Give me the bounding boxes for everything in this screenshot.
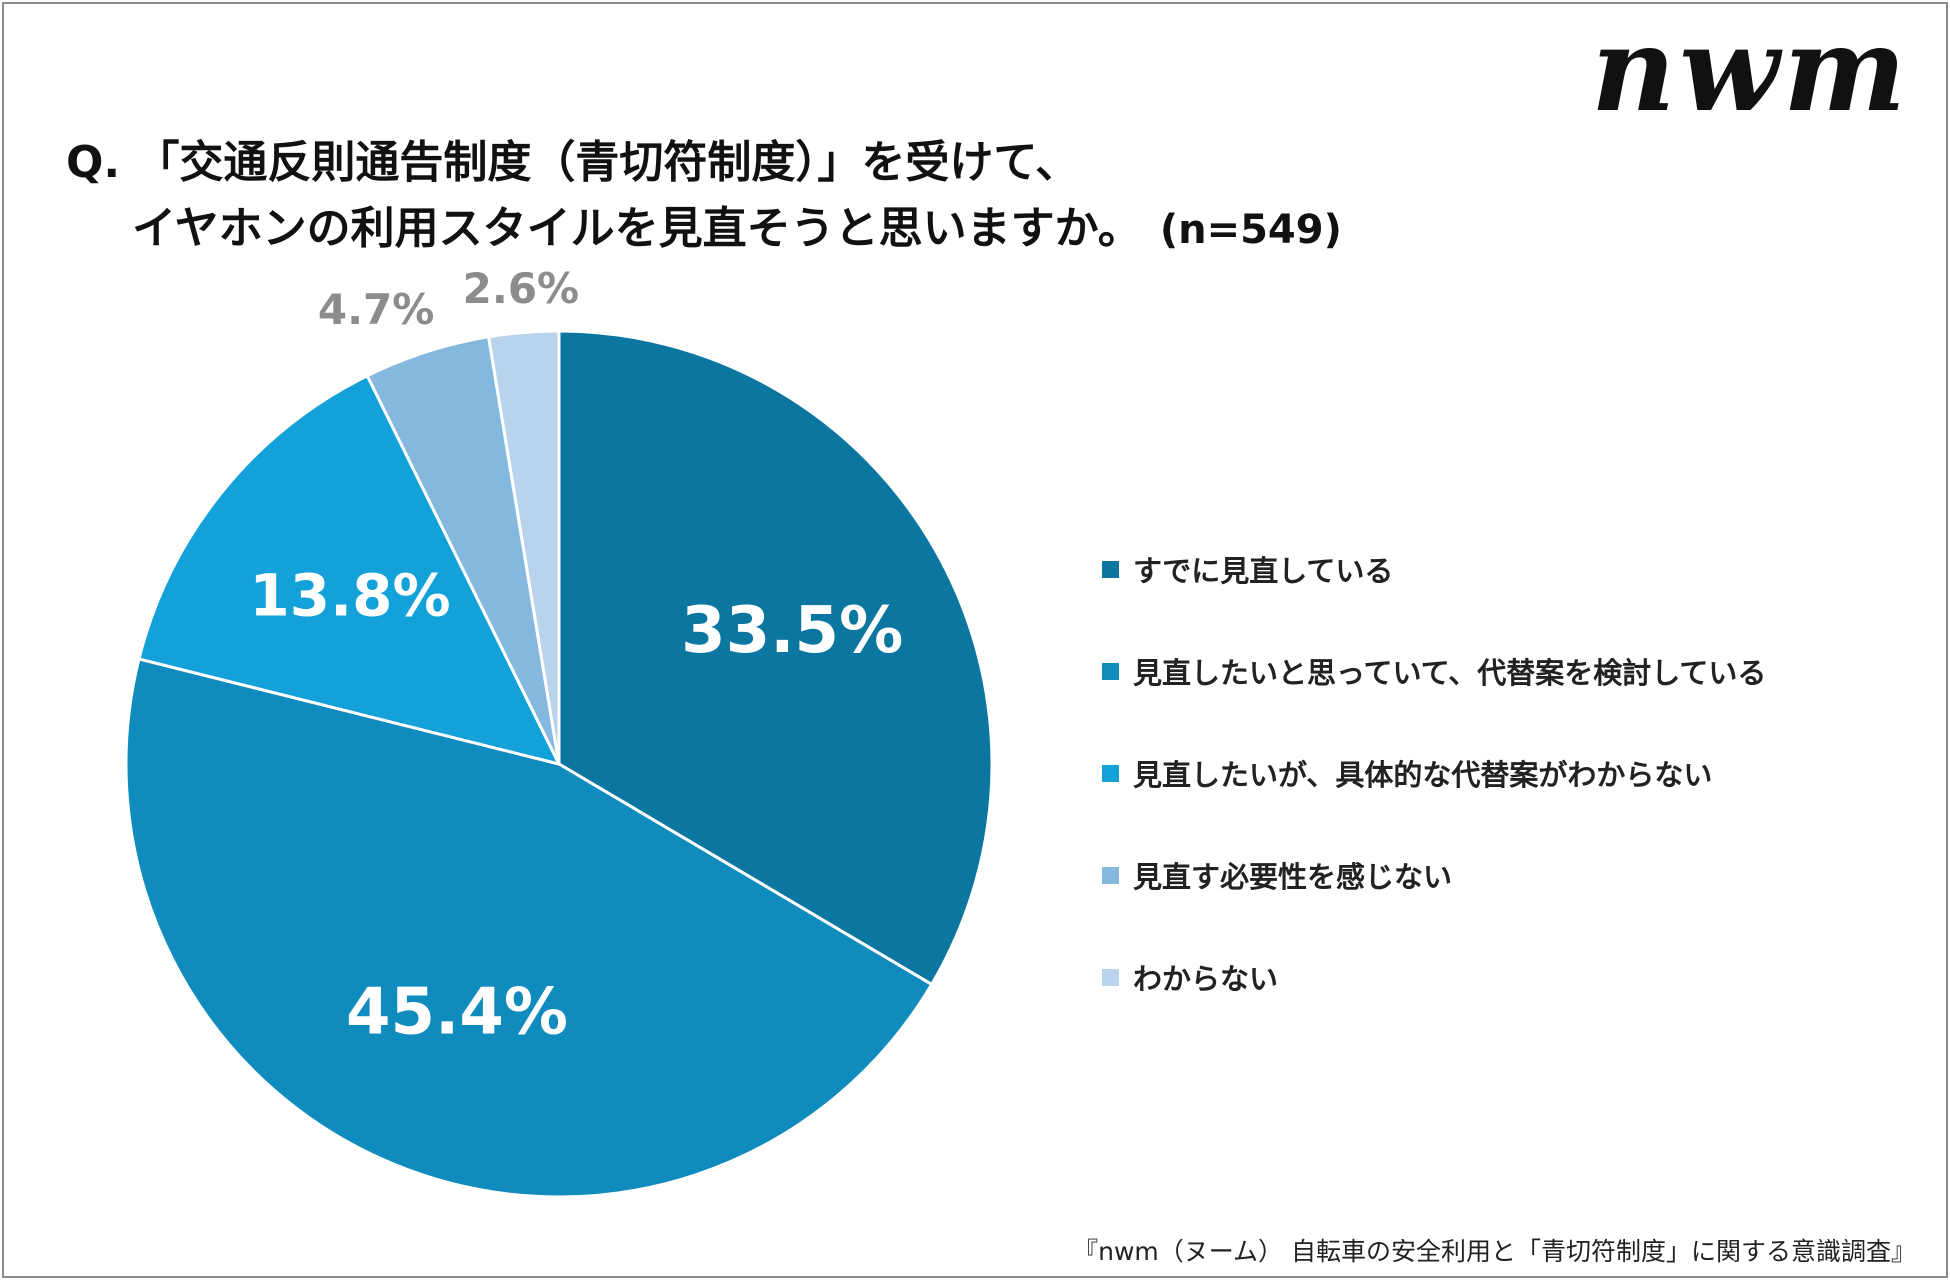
legend-item-4: 見直す必要性を感じない [1102,855,1766,895]
pie-slice-5 [486,329,561,765]
legend-item-5: わからない [1102,957,1766,997]
legend-swatch [1102,560,1119,578]
legend-label: 見直す必要性を感じない [1133,860,1453,894]
legend-swatch [1102,764,1119,782]
legend-label: わからない [1133,962,1279,996]
data-label-4: 4.7% [318,285,434,334]
pie-slice-3 [137,373,562,767]
legend-item-1: すでに見直している [1102,549,1766,589]
chart-title: Q. 「交通反則通告制度（青切符制度）」を受けて、 イヤホンの利用スタイルを見直… [66,130,1342,263]
brand-logo: nwm [1591,2,1910,138]
chart-legend: すでに見直している見直したいと思っていて、代替案を検討している 見直したいが、具体… [1102,549,1766,1059]
legend-label: 見直したいが、具体的な代替案がわからない [1133,758,1713,792]
legend-item-2: 見直したいと思っていて、代替案を検討している [1102,651,1766,691]
pie-chart: 33.5% 45.4% 13.8% 4.7% 2.6% [124,264,994,1199]
pie-slice-1 [557,329,994,987]
pie-slice-2 [124,657,934,1199]
data-label-5: 2.6% [463,264,579,313]
title-line-2-text: イヤホンの利用スタイルを見直そうと思いますか。 [132,203,1142,254]
sample-size: (n=549) [1159,207,1342,253]
legend-label: 見直したいと思っていて、代替案を検討している [1133,656,1767,690]
data-label-3: 13.8% [249,562,450,630]
title-line-1: Q. 「交通反則通告制度（青切符制度）」を受けて、 [66,137,1080,188]
legend-swatch [1102,662,1119,680]
legend-item-3: 見直したいが、具体的な代替案がわからない [1102,753,1766,793]
legend-swatch [1102,866,1119,884]
legend-swatch [1102,968,1119,986]
data-label-1: 33.5% [681,594,903,668]
data-label-2: 45.4% [346,975,568,1049]
legend-label: すでに見直している [1133,554,1394,588]
title-line-2: イヤホンの利用スタイルを見直そうと思いますか。 (n=549) [66,196,1342,263]
source-note: 『nwm（ヌーム） 自転車の安全利用と「青切符制度」に関する意識調査』 [1073,1237,1916,1266]
